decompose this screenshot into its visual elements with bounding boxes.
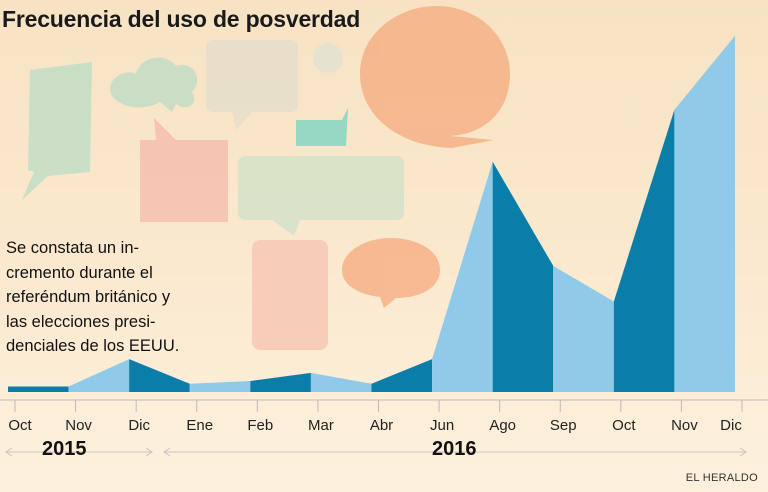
- source-label: EL HERALDO: [685, 472, 758, 484]
- orange-oval-speech-bubble-icon: [342, 238, 440, 308]
- annotation-line: cremento durante el: [6, 263, 153, 282]
- green-cloud-bubble-icon: [110, 57, 198, 112]
- annotation-line: Se constata un in-: [6, 239, 139, 257]
- x-tick-label: Abr: [370, 417, 393, 434]
- x-tick-label: Jun: [430, 417, 454, 434]
- x-tick-label: Ene: [186, 417, 213, 434]
- area-band-ago-sep: [492, 161, 554, 392]
- x-axis: [0, 399, 768, 412]
- area-band-ene-feb: [189, 381, 251, 392]
- grey-speech-bubble-icon: [206, 40, 298, 112]
- light-green-speech-bubble-icon: [238, 156, 404, 220]
- x-tick-label: Oct: [8, 417, 32, 434]
- x-tick-label: Nov: [65, 417, 92, 434]
- annotation-line: denciales de los EEUU.: [6, 337, 180, 355]
- year-label-2016: 2016: [432, 438, 477, 460]
- light-green-bubble-tail-icon: [272, 220, 300, 236]
- area-band-nov-dic: [674, 35, 735, 392]
- x-tick-label: Feb: [247, 417, 273, 434]
- pink-tall-speech-bubble-icon: [252, 240, 328, 350]
- teal-speech-bubble-icon: [296, 108, 348, 146]
- year-span-arrows: [5, 447, 747, 457]
- area-bands: [8, 35, 735, 392]
- area-band-abr-jun: [371, 359, 433, 392]
- x-tick-labels: Oct Nov Dic Ene Feb Mar Abr Jun Ago Sep Oct Nov Dic: [8, 417, 742, 434]
- arrow-left-icon: [163, 447, 171, 457]
- x-tick-label: Oct: [612, 417, 636, 434]
- area-band-nov-dic: [68, 359, 130, 392]
- area-band-oct-nov: [613, 109, 675, 392]
- area-band-jun-ago: [432, 161, 493, 392]
- chart-title: Frecuencia del uso de posverdad: [2, 6, 361, 32]
- grey-round-bubble-icon: [313, 43, 343, 73]
- annotation-line: referéndum británico y: [6, 288, 171, 306]
- x-tick-label: Sep: [550, 417, 577, 434]
- x-tick-label: Nov: [671, 417, 698, 434]
- decorative-speech-bubbles: [22, 6, 510, 350]
- x-tick-label: Dic: [128, 417, 150, 434]
- annotation-text: Se constata un in- cremento durante el r…: [6, 236, 236, 359]
- year-label-2015: 2015: [42, 438, 87, 460]
- area-band-oct-nov: [8, 386, 69, 392]
- area-band-sep-oct: [553, 265, 614, 392]
- green-speech-bubble-icon: [22, 62, 92, 200]
- orange-large-speech-bubble-icon: [360, 6, 510, 148]
- x-tick-label: Dic: [720, 417, 742, 434]
- annotation-line: las elecciones presi-: [6, 312, 156, 331]
- arrow-right-icon: [145, 447, 153, 457]
- area-band-dic-ene: [129, 359, 190, 392]
- x-tick-label: Mar: [308, 417, 334, 434]
- x-tick-label: Ago: [489, 417, 516, 434]
- arrow-left-icon: [5, 447, 13, 457]
- area-band-feb-mar: [250, 372, 311, 392]
- arrow-right-icon: [739, 447, 747, 457]
- pink-speech-bubble-icon: [140, 118, 228, 222]
- area-band-mar-abr: [310, 372, 372, 392]
- grey-bubble-tail-icon: [232, 112, 252, 130]
